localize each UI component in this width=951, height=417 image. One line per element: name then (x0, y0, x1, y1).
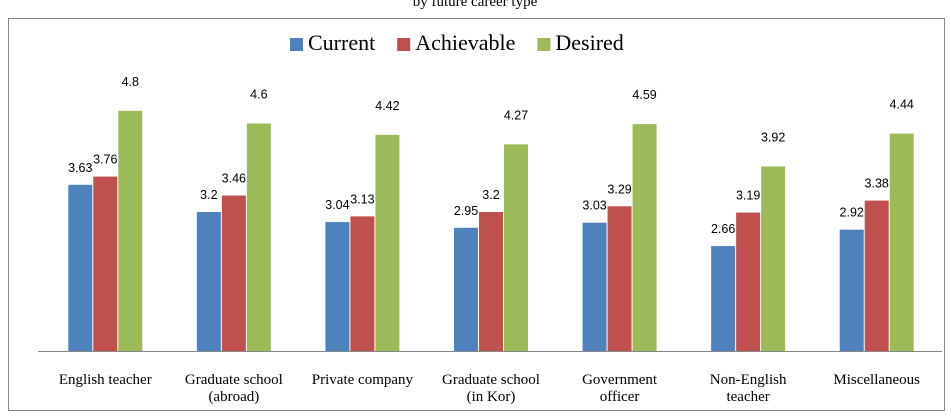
legend-label: Current (308, 30, 375, 55)
bar (864, 200, 889, 351)
bar (246, 123, 271, 351)
data-label: 4.42 (375, 99, 399, 113)
x-tick-label: Government officer (582, 372, 658, 405)
legend-swatch (397, 38, 411, 51)
bar (454, 227, 478, 351)
bar (350, 216, 375, 351)
data-label: 3.04 (325, 198, 349, 212)
data-label: 3.2 (482, 188, 499, 202)
data-label: 3.76 (93, 153, 117, 167)
data-label: 3.46 (222, 172, 246, 186)
bar (93, 176, 118, 351)
legend-swatch (537, 38, 551, 51)
bar (839, 229, 864, 351)
bar (221, 195, 246, 351)
bar (761, 166, 786, 351)
data-label: 2.66 (711, 222, 735, 236)
data-label: 4.27 (504, 108, 528, 122)
data-label: 4.8 (122, 75, 139, 89)
x-tick-label: Graduate school (in Kor) (442, 372, 540, 405)
bar (889, 133, 914, 351)
bar (582, 222, 607, 351)
bar (375, 134, 400, 351)
x-tick-label: Graduate school (abroad) (185, 372, 283, 405)
x-tick-label: Non-English teacher (710, 372, 787, 405)
chart-title: by future career type (413, 0, 538, 10)
legend-label: Desired (555, 30, 623, 55)
data-label: 3.19 (736, 189, 760, 203)
bar (325, 222, 350, 351)
data-label: 2.95 (454, 204, 478, 218)
bar (68, 184, 93, 351)
data-label: 3.38 (865, 177, 889, 191)
legend-swatch (290, 38, 303, 51)
bar (711, 246, 736, 351)
bar (607, 206, 632, 351)
data-label: 3.03 (582, 199, 606, 213)
bar (118, 110, 143, 351)
data-label: 3.29 (607, 182, 631, 196)
bar (196, 211, 221, 351)
x-tick-label: Private company (312, 372, 414, 388)
data-label: 3.2 (200, 188, 217, 202)
bar (504, 144, 528, 351)
data-label: 4.6 (250, 87, 267, 101)
data-label: 4.59 (632, 88, 656, 102)
bar (479, 211, 503, 351)
data-label: 4.44 (890, 98, 914, 112)
data-label: 2.92 (840, 206, 864, 220)
bar (736, 212, 761, 351)
x-tick-label: Miscellaneous (833, 372, 920, 388)
bar (632, 124, 657, 351)
data-label: 3.13 (350, 192, 374, 206)
data-label: 3.63 (68, 161, 92, 175)
legend-label: Achievable (415, 30, 515, 55)
data-label: 3.92 (761, 130, 785, 144)
x-tick-label: English teacher (59, 372, 152, 388)
